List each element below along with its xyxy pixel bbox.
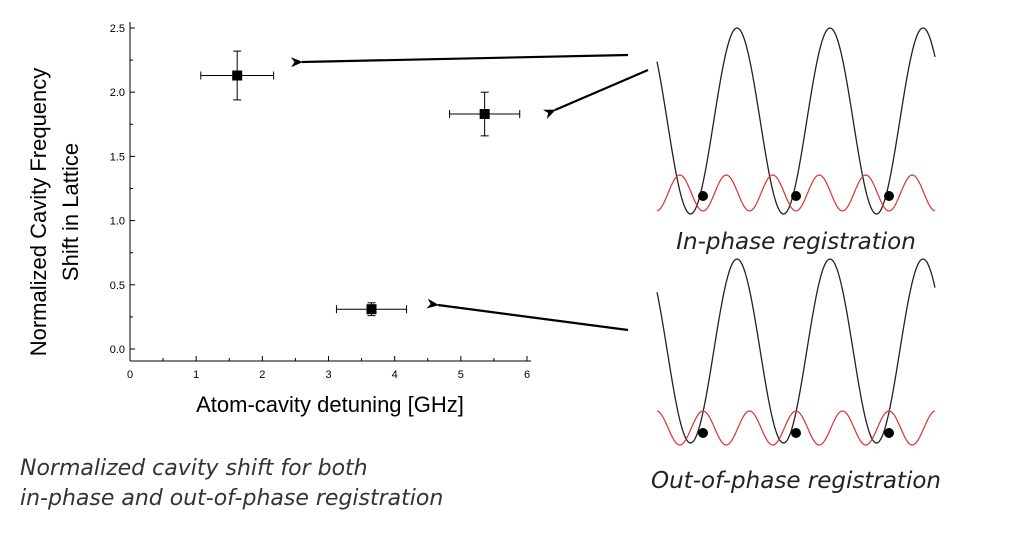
cavity-mode: [656, 174, 936, 212]
cavity-mode: [656, 410, 936, 446]
atom: [698, 428, 708, 438]
atom: [884, 428, 894, 438]
x-tick-label: 1: [193, 369, 199, 381]
data-point-3: [335, 302, 408, 317]
arrows: [290, 53, 649, 332]
atom: [791, 428, 801, 438]
y-axis-ticks: 0.0 0.5 1.0 1.5 2.0 2.5: [110, 23, 135, 356]
x-tick-label: 2: [259, 369, 265, 381]
x-tick-label: 0: [127, 369, 133, 381]
caption-line-1: Normalized cavity shift for both: [20, 456, 368, 481]
y-tick-label: 2.0: [110, 87, 125, 99]
y-axis-title-line-2: Shift in Lattice: [58, 143, 83, 281]
atom: [698, 191, 708, 201]
out-of-phase-label: Out-of-phase registration: [651, 468, 941, 494]
x-tick-label: 4: [392, 369, 398, 381]
data-marker: [479, 109, 490, 120]
y-tick-label: 1.5: [110, 151, 125, 163]
in-phase-diagram: [656, 27, 936, 215]
x-tick-label: 5: [458, 369, 464, 381]
lattice-potential: [656, 258, 936, 444]
in-phase-label: In-phase registration: [676, 229, 916, 255]
arrow-to-point-2: [542, 68, 649, 119]
x-tick-label: 6: [524, 369, 530, 381]
atom: [791, 191, 801, 201]
y-axis-title-line-1: Normalized Cavity Frequency: [26, 68, 51, 357]
data-point-2: [449, 91, 521, 137]
caption-line-2: in-phase and out-of-phase registration: [20, 486, 443, 511]
scatter-chart: 0.0 0.5 1.0 1.5 2.0 2.5 0 1 2 3 4 5 6 Atom-cavity d…: [26, 22, 531, 417]
out-of-phase-diagram: [656, 258, 936, 446]
y-tick-label: 1.0: [110, 216, 125, 228]
arrow-to-point-1: [290, 53, 629, 68]
data-marker: [232, 70, 243, 81]
x-axis-title: Atom-cavity detuning [GHz]: [196, 392, 464, 417]
y-tick-label: 0.0: [110, 344, 125, 356]
atom: [884, 191, 894, 201]
data-marker: [366, 304, 377, 315]
y-tick-label: 2.5: [110, 23, 125, 35]
x-tick-label: 3: [325, 369, 331, 381]
x-axis-ticks: 0 1 2 3 4 5 6: [127, 356, 530, 381]
arrow-to-point-3: [426, 298, 629, 332]
y-tick-label: 0.5: [110, 280, 125, 292]
data-points: [200, 50, 521, 317]
data-point-1: [200, 50, 275, 101]
lattice-potential: [656, 27, 936, 215]
